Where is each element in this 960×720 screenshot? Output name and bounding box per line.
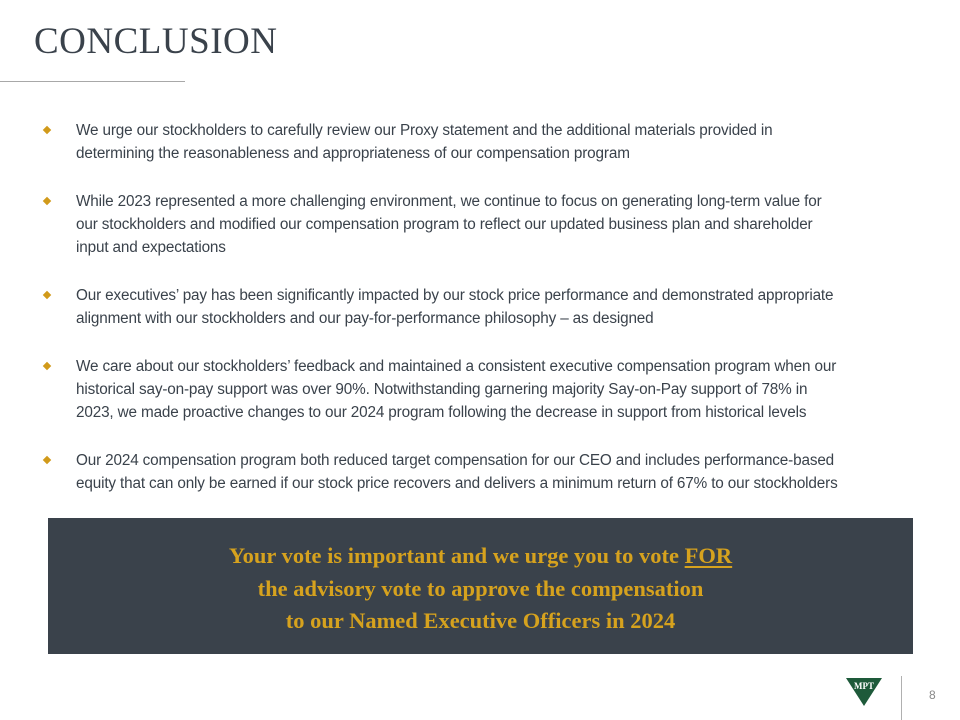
diamond-bullet-icon: [42, 125, 52, 135]
diamond-bullet-icon: [42, 290, 52, 300]
bullet-line: Our 2024 compensation program both reduc…: [76, 452, 835, 469]
bullet-line: alignment with our stockholders and our …: [76, 310, 654, 327]
bullet-line: We urge our stockholders to carefully re…: [76, 122, 773, 139]
bullet-line: our stockholders and modified our compen…: [76, 216, 813, 233]
page-number: 8: [929, 688, 936, 702]
banner-line-1: Your vote is important and we urge you t…: [48, 540, 913, 573]
svg-text:MPT: MPT: [854, 681, 874, 691]
diamond-bullet-icon: [42, 196, 52, 206]
title-divider: [0, 81, 185, 82]
banner-for-emphasis: FOR: [684, 543, 733, 568]
bullet-line: While 2023 represented a more challengin…: [76, 193, 822, 210]
banner-line-2: the advisory vote to approve the compens…: [257, 575, 704, 601]
bullet-line: 2023, we made proactive changes to our 2…: [76, 404, 807, 421]
bullet-line: equity that can only be earned if our st…: [76, 475, 838, 492]
banner-line-1-text: Your vote is important and we urge you t…: [228, 543, 685, 568]
bullet-line: We care about our stockholders’ feedback…: [76, 358, 837, 375]
bullet-line: determining the reasonableness and appro…: [76, 145, 630, 162]
vote-callout-banner: Your vote is important and we urge you t…: [48, 518, 913, 654]
banner-line-3: to our Named Executive Officers in 2024: [285, 608, 676, 633]
mpt-logo-icon: MPT: [846, 678, 882, 706]
bullet-line: input and expectations: [76, 239, 226, 256]
bullet-line: Our executives’ pay has been significant…: [76, 287, 834, 304]
diamond-bullet-icon: [42, 361, 52, 371]
bullet-line: historical say-on-pay support was over 9…: [76, 381, 808, 398]
page-title: CONCLUSION: [34, 21, 278, 62]
diamond-bullet-icon: [42, 455, 52, 465]
footer-divider: [901, 676, 902, 720]
